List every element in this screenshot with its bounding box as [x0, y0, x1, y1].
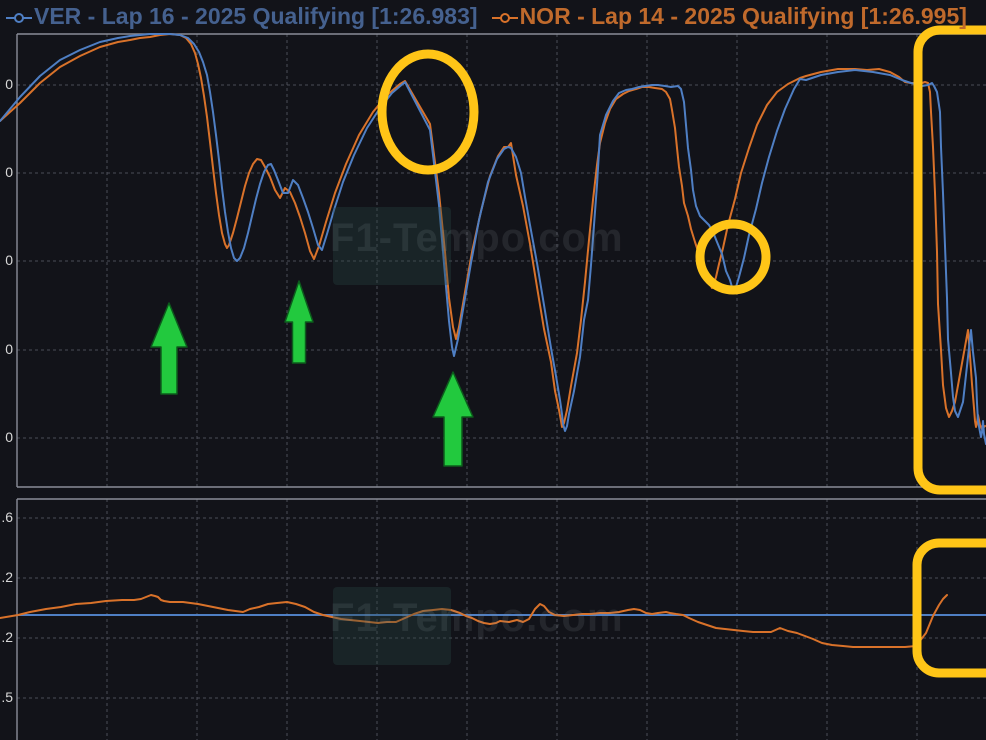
svg-text:0: 0 — [5, 429, 13, 445]
svg-text:0: 0 — [5, 164, 13, 180]
svg-text:.5: .5 — [1, 689, 13, 705]
svg-text:.2: .2 — [1, 569, 13, 585]
svg-text:0: 0 — [5, 76, 13, 92]
svg-text:0: 0 — [5, 341, 13, 357]
svg-text:.2: .2 — [1, 629, 13, 645]
svg-text:0: 0 — [5, 252, 13, 268]
svg-text:.6: .6 — [1, 509, 13, 525]
